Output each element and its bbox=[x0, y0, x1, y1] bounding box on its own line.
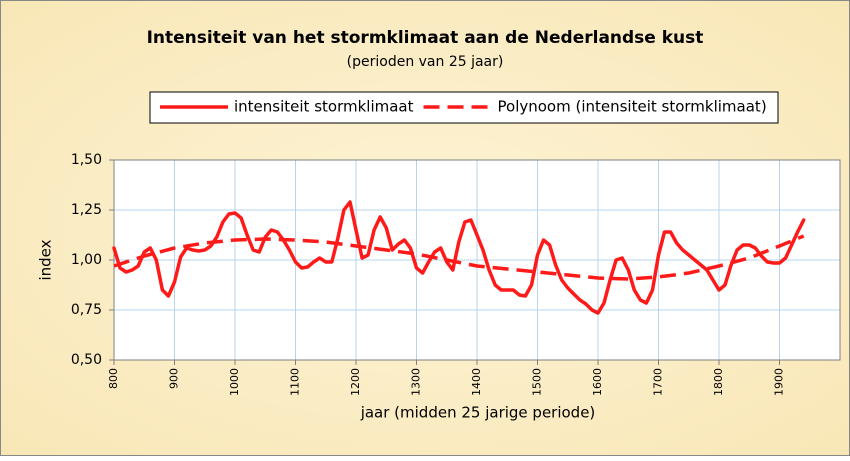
legend-label: Polynoom (intensiteit stormklimaat) bbox=[498, 98, 767, 116]
x-tick-label: 1100 bbox=[289, 368, 302, 396]
y-tick-label: 1,25 bbox=[71, 202, 102, 218]
plot-border bbox=[113, 159, 841, 361]
y-tick-label: 1,00 bbox=[71, 252, 102, 268]
x-tick-label: 1000 bbox=[228, 368, 241, 396]
x-tick-label: 1700 bbox=[652, 368, 665, 396]
x-tick-label: 1400 bbox=[470, 368, 483, 396]
y-tick-label: 0,50 bbox=[71, 352, 102, 368]
data-line bbox=[112, 200, 806, 315]
legend bbox=[149, 91, 779, 124]
y-axis-label: index bbox=[37, 239, 55, 280]
x-tick-label: 1600 bbox=[591, 368, 604, 396]
x-tick-label: 900 bbox=[168, 368, 181, 389]
y-tick-label: 0,75 bbox=[71, 302, 102, 318]
x-tick-label: 1900 bbox=[773, 368, 786, 396]
x-axis-label: jaar (midden 25 jarige periode) bbox=[360, 404, 596, 422]
legend-label: intensiteit stormklimaat bbox=[234, 98, 414, 116]
trend-line bbox=[113, 234, 805, 281]
x-tick-label: 1300 bbox=[410, 368, 423, 396]
x-tick-label: 1800 bbox=[712, 368, 725, 396]
chart-subtitle: (perioden van 25 jaar) bbox=[347, 54, 504, 70]
chart-title: Intensiteit van het stormklimaat aan de … bbox=[147, 28, 704, 48]
x-tick-label: 1500 bbox=[531, 368, 544, 396]
x-tick-label: 1200 bbox=[349, 368, 362, 396]
x-tick-label: 800 bbox=[107, 368, 120, 389]
y-tick-label: 1,50 bbox=[71, 152, 102, 168]
